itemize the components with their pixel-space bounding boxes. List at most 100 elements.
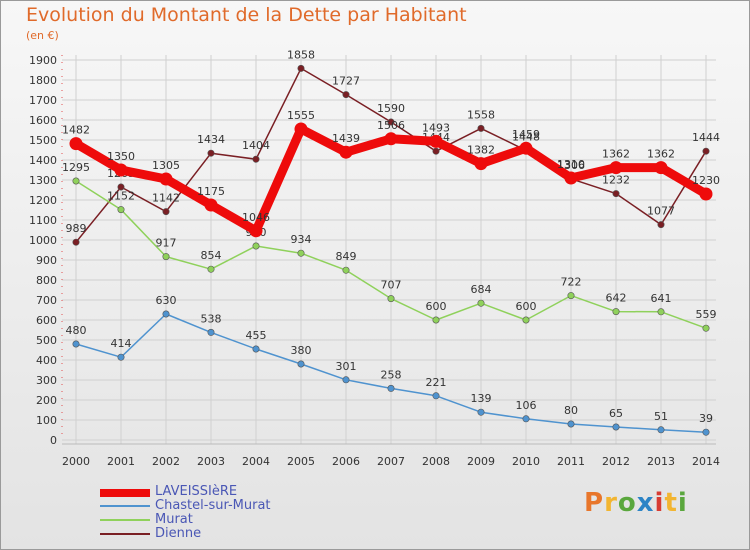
data-label-dienne-2000: 989	[66, 222, 87, 235]
data-label-murat-2014: 559	[696, 308, 717, 321]
y-tick-label-500: 500	[36, 334, 57, 347]
y-tick-label-800: 800	[36, 274, 57, 287]
data-label-chastel-sur-murat-2004: 455	[246, 329, 267, 342]
y-tick-label-1100: 1100	[29, 214, 57, 227]
point-laveissi-re-2006	[339, 145, 353, 159]
x-tick-label-2007: 2007	[377, 455, 405, 468]
point-laveissi-re-2008	[429, 134, 443, 148]
x-tick-label-2001: 2001	[107, 455, 135, 468]
data-label-dienne-2013: 1077	[647, 205, 675, 218]
data-label-chastel-sur-murat-2012: 65	[609, 407, 623, 420]
data-label-dienne-2012: 1232	[602, 174, 630, 187]
point-murat-2011	[567, 292, 575, 300]
point-dienne-2003	[207, 149, 215, 157]
y-tick-label-900: 900	[36, 254, 57, 267]
data-label-chastel-sur-murat-2003: 538	[201, 312, 222, 325]
x-tick-label-2000: 2000	[62, 455, 90, 468]
logo-letter: o	[617, 488, 637, 518]
point-murat-2002	[162, 253, 170, 261]
point-laveissi-re-2004	[249, 224, 263, 238]
point-laveissi-re-2009	[474, 157, 488, 171]
y-tick-label-100: 100	[36, 414, 57, 427]
y-tick-label-1200: 1200	[29, 194, 57, 207]
data-label-murat-2001: 1152	[107, 190, 135, 203]
data-label-laveissi-re-2003: 1175	[197, 185, 225, 198]
y-tick-label-1900: 1900	[29, 54, 57, 67]
point-laveissi-re-2007	[384, 132, 398, 146]
x-tick-label-2006: 2006	[332, 455, 360, 468]
point-laveissi-re-2000	[69, 137, 83, 151]
data-label-murat-2005: 934	[291, 233, 312, 246]
data-label-laveissi-re-2002: 1305	[152, 159, 180, 172]
point-dienne-2006	[342, 91, 350, 99]
x-tick-label-2011: 2011	[557, 455, 585, 468]
data-label-chastel-sur-murat-2013: 51	[654, 410, 668, 423]
point-chastel-sur-murat-2012	[612, 423, 620, 431]
x-tick-label-2003: 2003	[197, 455, 225, 468]
data-label-laveissi-re-2009: 1382	[467, 144, 495, 157]
x-tick-label-2008: 2008	[422, 455, 450, 468]
point-chastel-sur-murat-2000	[72, 340, 80, 348]
data-label-dienne-2010: 1448	[512, 130, 540, 143]
data-label-chastel-sur-murat-2002: 630	[156, 294, 177, 307]
logo-letter: r	[604, 488, 618, 518]
y-tick-label-0: 0	[50, 434, 57, 447]
point-dienne-2005	[297, 64, 305, 72]
data-label-chastel-sur-murat-2006: 301	[336, 360, 357, 373]
point-laveissi-re-2005	[294, 122, 308, 136]
data-label-chastel-sur-murat-2001: 414	[111, 337, 132, 350]
point-laveissi-re-2010	[519, 141, 533, 155]
point-dienne-2014	[702, 147, 710, 155]
point-chastel-sur-murat-2002	[162, 310, 170, 318]
point-murat-2006	[342, 266, 350, 274]
data-label-chastel-sur-murat-2007: 258	[381, 368, 402, 381]
y-tick-label-1000: 1000	[29, 234, 57, 247]
point-chastel-sur-murat-2001	[117, 353, 125, 361]
point-chastel-sur-murat-2009	[477, 408, 485, 416]
proxiti-logo: Proxiti	[584, 488, 688, 518]
x-tick-label-2004: 2004	[242, 455, 270, 468]
point-laveissi-re-2003	[204, 198, 218, 212]
chart-subtitle: (en €)	[26, 29, 59, 42]
point-dienne-2002	[162, 208, 170, 216]
data-label-murat-2011: 722	[561, 276, 582, 289]
point-dienne-2000	[72, 238, 80, 246]
point-dienne-2001	[117, 183, 125, 191]
y-tick-label-400: 400	[36, 354, 57, 367]
data-label-dienne-2005: 1858	[287, 48, 315, 61]
data-label-chastel-sur-murat-2000: 480	[66, 324, 87, 337]
data-label-laveissi-re-2001: 1350	[107, 150, 135, 163]
point-murat-2009	[477, 299, 485, 307]
y-tick-label-200: 200	[36, 394, 57, 407]
data-label-murat-2012: 642	[606, 292, 627, 305]
legend-label-dienne: Dienne	[155, 526, 202, 541]
point-chastel-sur-murat-2014	[702, 428, 710, 436]
data-label-murat-2006: 849	[336, 250, 357, 263]
y-tick-label-1300: 1300	[29, 174, 57, 187]
data-label-murat-2013: 641	[651, 292, 672, 305]
point-chastel-sur-murat-2004	[252, 345, 260, 353]
x-tick-label-2009: 2009	[467, 455, 495, 468]
legend-label-chastel: Chastel-sur-Murat	[155, 498, 271, 513]
data-label-laveissi-re-2012: 1362	[602, 148, 630, 161]
data-label-chastel-sur-murat-2008: 221	[426, 376, 447, 389]
point-murat-2008	[432, 316, 440, 324]
data-label-chastel-sur-murat-2011: 80	[564, 404, 578, 417]
data-label-dienne-2004: 1404	[242, 139, 270, 152]
point-laveissi-re-2013	[654, 161, 668, 175]
point-laveissi-re-2001	[114, 163, 128, 177]
point-dienne-2004	[252, 155, 260, 163]
y-tick-label-600: 600	[36, 314, 57, 327]
point-dienne-2009	[477, 124, 485, 132]
x-tick-label-2014: 2014	[692, 455, 720, 468]
point-murat-2010	[522, 316, 530, 324]
point-murat-2007	[387, 295, 395, 303]
data-label-chastel-sur-murat-2014: 39	[699, 412, 713, 425]
logo-letter: i	[677, 488, 688, 518]
data-label-laveissi-re-2014: 1230	[692, 174, 720, 187]
point-chastel-sur-murat-2003	[207, 328, 215, 336]
point-murat-2012	[612, 308, 620, 316]
point-murat-2005	[297, 249, 305, 257]
